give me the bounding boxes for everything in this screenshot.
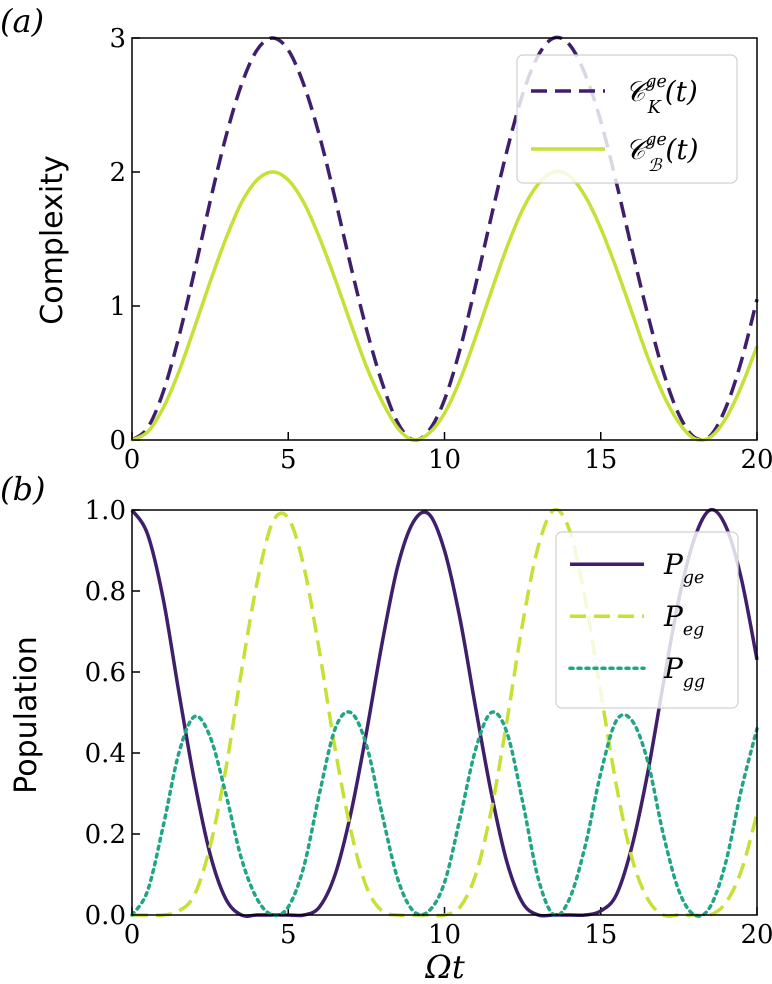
series-line-p-gg-dotted: [130, 710, 759, 918]
x-tick-label: 15: [584, 445, 617, 475]
y-tick-label: 0.2: [85, 820, 126, 850]
y-tick-label: 0.4: [85, 739, 126, 769]
y-tick-label: 3: [109, 24, 126, 54]
y-tick-label: 0.0: [85, 901, 126, 931]
x-tick-label: 20: [740, 920, 772, 950]
y-tick-label: 0.6: [85, 658, 126, 688]
panel-label-a: (a): [0, 2, 44, 40]
y-tick-label: 1: [109, 292, 126, 322]
b-legend: Pge Peg Pgg: [555, 531, 739, 709]
b-plot-frame: [131, 509, 758, 916]
x-tick-label: 15: [584, 920, 617, 950]
series-line-p-ge-solid: [130, 507, 759, 918]
a-plot-frame: [131, 37, 758, 441]
legend-label: 𝒞ge ℬ (t): [625, 130, 699, 176]
x-tick-label: 20: [740, 445, 772, 475]
y-axis-label-complexity: Complexity: [35, 155, 70, 324]
legend-label: Pge: [663, 548, 704, 588]
y-tick-label: 1.0: [85, 496, 126, 526]
panel-label-b: (b): [0, 470, 45, 508]
legend-label: Pgg: [663, 652, 705, 692]
x-tick-label: 10: [428, 445, 461, 475]
x-tick-label: 5: [280, 920, 297, 950]
legend-label: Peg: [663, 600, 704, 640]
a-series-layer: [130, 35, 759, 442]
legend-label: 𝒞ge K (t): [625, 72, 698, 118]
b-tick-layer: 0 5 10 15 20 0.0 0.2 0.4 0.6 0.8 1.0: [85, 496, 772, 950]
x-tick-label: 0: [124, 445, 141, 475]
x-tick-label: 5: [280, 445, 297, 475]
y-tick-label: 2: [109, 158, 126, 188]
x-axis-label-omega-t: Ωt: [424, 948, 465, 984]
x-tick-label: 0: [124, 920, 141, 950]
complexity-panel: (a) Complexity 0 5 10 15 20 0 1 2 3 𝒞ge K (t) 𝒞ge ℬ(…: [0, 2, 772, 475]
x-tick-label: 10: [428, 920, 461, 950]
a-legend: 𝒞ge K (t) 𝒞ge ℬ (t): [516, 54, 738, 184]
series-line---solid: [131, 169, 759, 442]
legend-box: [555, 531, 739, 709]
legend-box: [516, 54, 738, 184]
y-tick-label: 0.8: [85, 577, 126, 607]
a-tick-layer: 0 5 10 15 20 0 1 2 3: [109, 24, 772, 475]
series-line--k-dashed: [130, 35, 759, 442]
population-panel: (b) Population 0 5 10 15 20 0.0 0.2 0.4 0.6 0.8 1.…: [0, 470, 772, 984]
y-tick-label: 0: [109, 426, 126, 456]
y-axis-label-population: Population: [9, 636, 44, 794]
